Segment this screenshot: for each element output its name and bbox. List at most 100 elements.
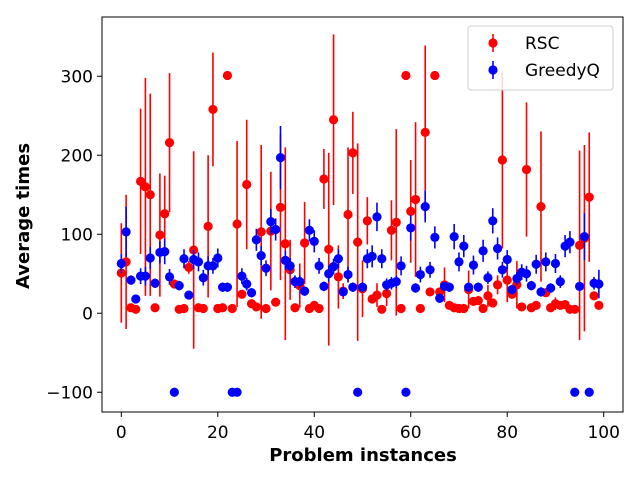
data-point — [184, 290, 194, 300]
data-point — [449, 232, 459, 242]
data-point — [121, 227, 131, 237]
data-point — [574, 281, 585, 291]
data-point — [382, 288, 392, 299]
data-point — [488, 216, 498, 226]
y-tick-label: 100 — [61, 225, 93, 245]
data-point — [328, 262, 339, 272]
data-point — [179, 303, 189, 314]
data-point — [140, 271, 151, 281]
data-point — [285, 261, 295, 271]
data-point — [386, 225, 397, 235]
data-point — [266, 217, 276, 227]
data-point — [430, 70, 440, 81]
data-point — [208, 104, 218, 115]
data-point — [328, 115, 339, 125]
data-point — [410, 283, 421, 293]
data-point — [338, 287, 348, 297]
data-point — [251, 235, 261, 245]
data-point — [473, 296, 483, 306]
x-tick-label: 20 — [207, 423, 229, 443]
y-tick-label: 300 — [61, 67, 93, 87]
data-point — [584, 387, 594, 397]
y-tick-label: 0 — [82, 304, 93, 324]
data-point — [246, 288, 257, 298]
data-point — [584, 192, 594, 202]
data-point — [319, 281, 329, 291]
legend-label: RSC — [525, 34, 559, 54]
series-greedyq — [116, 126, 604, 397]
data-point — [198, 303, 208, 314]
plot-area — [116, 34, 604, 397]
data-point — [324, 244, 334, 254]
data-point — [160, 209, 170, 219]
data-point — [116, 258, 126, 269]
data-point — [280, 239, 290, 249]
data-point — [271, 224, 281, 235]
data-point — [570, 387, 580, 397]
data-point — [242, 179, 252, 190]
data-point — [160, 247, 170, 257]
data-point — [357, 282, 368, 292]
data-point — [300, 286, 310, 296]
data-point — [531, 300, 541, 310]
data-point — [425, 265, 435, 275]
data-point — [232, 219, 242, 229]
data-point — [232, 387, 242, 397]
data-point — [550, 258, 561, 269]
data-point — [218, 303, 228, 313]
data-point — [521, 269, 532, 279]
data-point — [333, 272, 343, 282]
data-point — [468, 260, 479, 270]
data-point — [314, 303, 324, 314]
data-point — [126, 275, 136, 285]
data-point — [435, 293, 445, 303]
legend-item-rsc: RSC — [488, 34, 559, 54]
x-tick-label: 0 — [116, 423, 127, 443]
x-tick-label: 100 — [587, 423, 619, 443]
data-point — [401, 70, 411, 81]
data-point — [261, 303, 271, 314]
data-point — [222, 282, 233, 292]
data-point — [251, 302, 261, 312]
x-tick-label: 80 — [496, 423, 518, 443]
legend-label: GreedyQ — [525, 61, 600, 81]
data-point — [406, 206, 416, 216]
data-point — [497, 155, 507, 165]
data-point — [348, 282, 358, 292]
data-point — [459, 303, 469, 314]
data-point — [353, 387, 363, 397]
legend-item-greedyq: GreedyQ — [488, 61, 600, 81]
axes: 0 20 40 60 80 100 −100 0 100 200 300 — [46, 16, 624, 443]
data-point — [271, 297, 281, 307]
data-point — [237, 271, 247, 281]
data-point — [415, 269, 425, 280]
x-tick-label: 60 — [400, 423, 422, 443]
data-point — [372, 290, 382, 300]
data-point — [333, 254, 343, 264]
data-point — [521, 164, 532, 175]
data-point — [198, 273, 208, 283]
data-point — [140, 182, 151, 192]
data-point — [546, 283, 556, 293]
data-point — [213, 253, 223, 263]
data-point — [145, 253, 155, 263]
data-point — [594, 300, 604, 310]
data-point — [242, 279, 252, 289]
data-point — [483, 291, 493, 301]
data-point — [237, 289, 247, 299]
data-point — [343, 209, 353, 220]
data-point — [208, 261, 218, 271]
data-point — [256, 227, 266, 237]
data-point — [459, 241, 469, 251]
data-point — [526, 281, 536, 291]
data-point — [377, 254, 387, 264]
data-point — [579, 232, 590, 242]
x-axis-label: Problem instances — [269, 445, 457, 466]
data-point — [430, 232, 440, 243]
data-point — [478, 246, 488, 256]
data-point — [227, 303, 237, 314]
data-point — [184, 262, 194, 273]
data-point — [256, 250, 266, 261]
data-point — [189, 245, 199, 255]
data-point — [275, 153, 286, 163]
